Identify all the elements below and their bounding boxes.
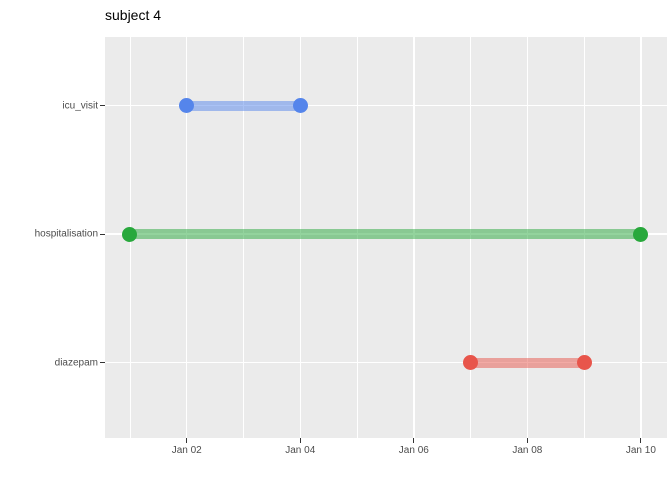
x-tick-label: Jan 04: [285, 445, 316, 456]
segment-endpoint-start-hospitalisation: [122, 226, 138, 242]
segment-band-hospitalisation: [129, 229, 641, 239]
x-tick-mark: [413, 438, 415, 443]
y-tick-label-icu_visit: icu_visit: [62, 100, 98, 111]
x-tick-mark: [299, 438, 301, 443]
x-tick-label: Jan 10: [625, 445, 656, 456]
plot-title: subject 4: [105, 7, 162, 23]
x-tick-mark: [640, 438, 642, 443]
segment-endpoint-end-hospitalisation: [633, 226, 649, 242]
x-tick-label: Jan 02: [171, 445, 202, 456]
x-tick-label: Jan 08: [512, 445, 543, 456]
segment-endpoint-start-diazepam: [463, 355, 479, 370]
x-tick-mark: [526, 438, 528, 443]
segment-band-icu_visit: [186, 100, 301, 111]
y-tick-label-diazepam: diazepam: [54, 357, 98, 368]
gridline-major-h-diazepam: [105, 361, 667, 364]
plot-panel: [105, 37, 667, 438]
segment-endpoint-end-icu_visit: [292, 98, 308, 113]
y-tick-mark: [100, 362, 105, 363]
segment-endpoint-end-diazepam: [576, 355, 592, 370]
gridline-major-h-icu_visit: [105, 104, 667, 107]
segment-endpoint-start-icu_visit: [179, 98, 195, 113]
x-tick-mark: [186, 438, 188, 443]
y-tick-mark: [100, 105, 105, 106]
y-tick-label-hospitalisation: hospitalisation: [34, 228, 98, 240]
x-tick-label: Jan 06: [398, 445, 429, 456]
y-tick-mark: [100, 233, 105, 235]
segment-band-diazepam: [470, 357, 585, 368]
